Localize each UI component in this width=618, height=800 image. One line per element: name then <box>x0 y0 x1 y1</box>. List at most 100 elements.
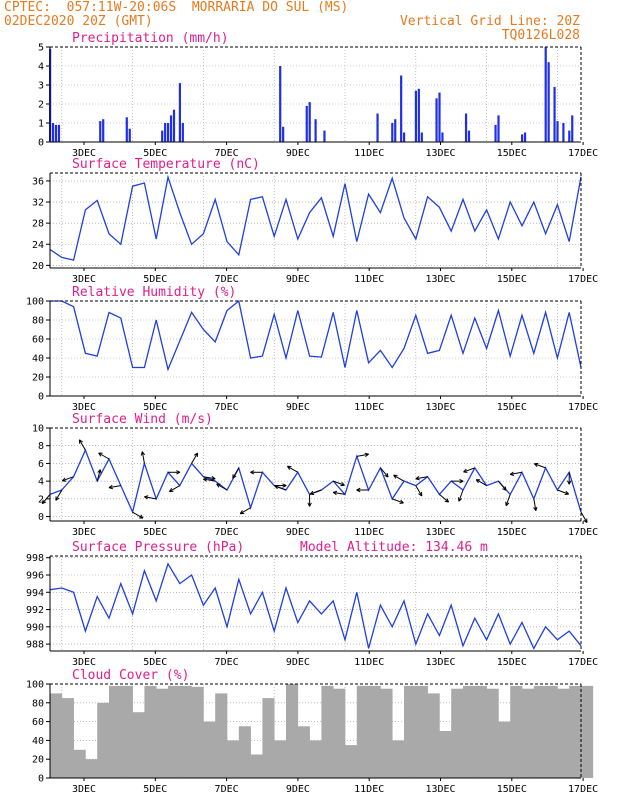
x-tick-label: 13DEC <box>425 657 455 668</box>
series-line <box>49 174 582 261</box>
wind-arrow-head <box>282 483 287 488</box>
cloud-cover-bar <box>61 698 74 778</box>
x-tick-label: 3DEC <box>72 274 96 285</box>
x-tick-label: 11DEC <box>354 657 384 668</box>
x-tick-label: 9DEC <box>286 657 310 668</box>
y-tick-label: 24 <box>32 240 44 251</box>
wind-arrow <box>96 469 101 482</box>
precip-bar <box>435 98 438 142</box>
x-tick-label: 13DEC <box>425 402 455 413</box>
wind-arrow-head <box>97 469 102 474</box>
cloud-cover-bar <box>427 693 440 778</box>
cloud-cover-bar <box>321 685 334 778</box>
precip-bar <box>414 90 417 142</box>
precip-bar <box>420 132 423 142</box>
wind-arrow <box>557 489 569 495</box>
wind-arrow-head <box>140 451 146 456</box>
wind-arrow-head <box>340 482 345 487</box>
wind-arrow <box>239 507 251 515</box>
cloud-cover-bar <box>297 726 310 778</box>
precip-bar <box>544 47 547 142</box>
cloud-cover-bar <box>309 740 322 778</box>
y-tick-label: 20 <box>32 261 44 272</box>
wind-arrow <box>232 467 240 479</box>
series-line <box>49 448 582 515</box>
wind-arrow-head <box>463 468 468 473</box>
precip-bar <box>308 102 311 142</box>
wind-arrow-head <box>533 462 539 467</box>
y-tick-label: 100 <box>26 297 44 308</box>
cloud-cover-bar <box>250 754 263 778</box>
wind-arrow <box>463 467 475 473</box>
wind-arrow-head <box>509 471 515 476</box>
panel-title: Surface Wind (m/s) <box>72 412 213 427</box>
x-tick-label: 9DEC <box>286 274 310 285</box>
y-tick-label: 10 <box>32 424 44 435</box>
cloud-cover-bar <box>120 685 133 778</box>
x-tick-label: 5DEC <box>143 148 167 159</box>
wind-arrow <box>132 511 144 519</box>
wind-arrow <box>356 453 369 457</box>
panel-title: Relative Humidity (%) <box>72 285 236 300</box>
y-tick-label: 40 <box>32 354 44 365</box>
wind-arrow-head <box>307 502 312 507</box>
cloud-cover-bar <box>191 686 204 778</box>
wind-arrow-head <box>459 478 464 484</box>
wind-arrow <box>439 494 449 503</box>
y-tick-label: 8 <box>38 441 44 452</box>
x-tick-label: 17DEC <box>568 527 598 538</box>
x-tick-label: 17DEC <box>568 657 598 668</box>
x-tick-label: 11DEC <box>354 402 384 413</box>
series-line <box>50 299 582 372</box>
x-tick-label: 3DEC <box>72 148 96 159</box>
precip-bar <box>494 124 497 142</box>
cloud-cover-bar <box>97 702 110 778</box>
y-tick-label: 994 <box>26 588 44 599</box>
y-tick-label: 1 <box>38 119 44 130</box>
run-datetime: 02DEC2020 20Z (GMT) <box>4 14 153 29</box>
x-tick-label: 7DEC <box>215 402 239 413</box>
y-tick-label: 6 <box>38 459 44 470</box>
precip-bar <box>102 119 105 142</box>
y-tick-label: 4 <box>38 62 44 73</box>
cloud-cover-bar <box>581 685 594 778</box>
wind-arrow-head <box>41 499 47 505</box>
x-tick-label: 13DEC <box>425 148 455 159</box>
wind-arrow-head <box>502 486 507 491</box>
y-tick-label: 100 <box>26 680 44 691</box>
x-tick-label: 11DEC <box>354 274 384 285</box>
wind-arrow <box>78 439 86 451</box>
x-tick-label: 5DEC <box>143 274 167 285</box>
wind-arrow <box>333 491 346 495</box>
cloud-cover-bar <box>510 685 523 778</box>
y-tick-label: 36 <box>32 176 44 187</box>
wind-arrow-head <box>138 514 144 519</box>
wind-arrow <box>580 511 588 523</box>
wind-arrow-head <box>475 479 481 484</box>
precip-bar <box>99 121 102 142</box>
precip-bar <box>282 126 285 142</box>
cloud-cover-bar <box>569 685 582 778</box>
wind-arrow-head <box>216 483 221 488</box>
y-tick-label: 998 <box>26 553 44 564</box>
x-tick-label: 11DEC <box>354 148 384 159</box>
precip-bar <box>172 109 176 142</box>
wind-arrow-head <box>533 506 538 511</box>
y-tick-label: 0 <box>38 392 44 403</box>
precip-bar <box>562 123 565 142</box>
cloud-cover-bar <box>545 685 558 778</box>
cloud-cover-bar <box>168 685 181 778</box>
wind-arrow <box>169 485 181 493</box>
y-tick-label: 28 <box>32 219 44 230</box>
cloud-cover-bar <box>262 698 275 778</box>
wind-arrow-head <box>211 476 216 481</box>
precip-bar <box>438 92 441 142</box>
wind-arrow <box>108 485 121 489</box>
y-tick-label: 40 <box>32 736 44 747</box>
x-tick-label: 17DEC <box>568 148 598 159</box>
x-tick-label: 15DEC <box>497 148 527 159</box>
wind-arrow <box>98 452 110 460</box>
y-tick-label: 32 <box>32 198 44 209</box>
x-tick-label: 9DEC <box>286 148 310 159</box>
